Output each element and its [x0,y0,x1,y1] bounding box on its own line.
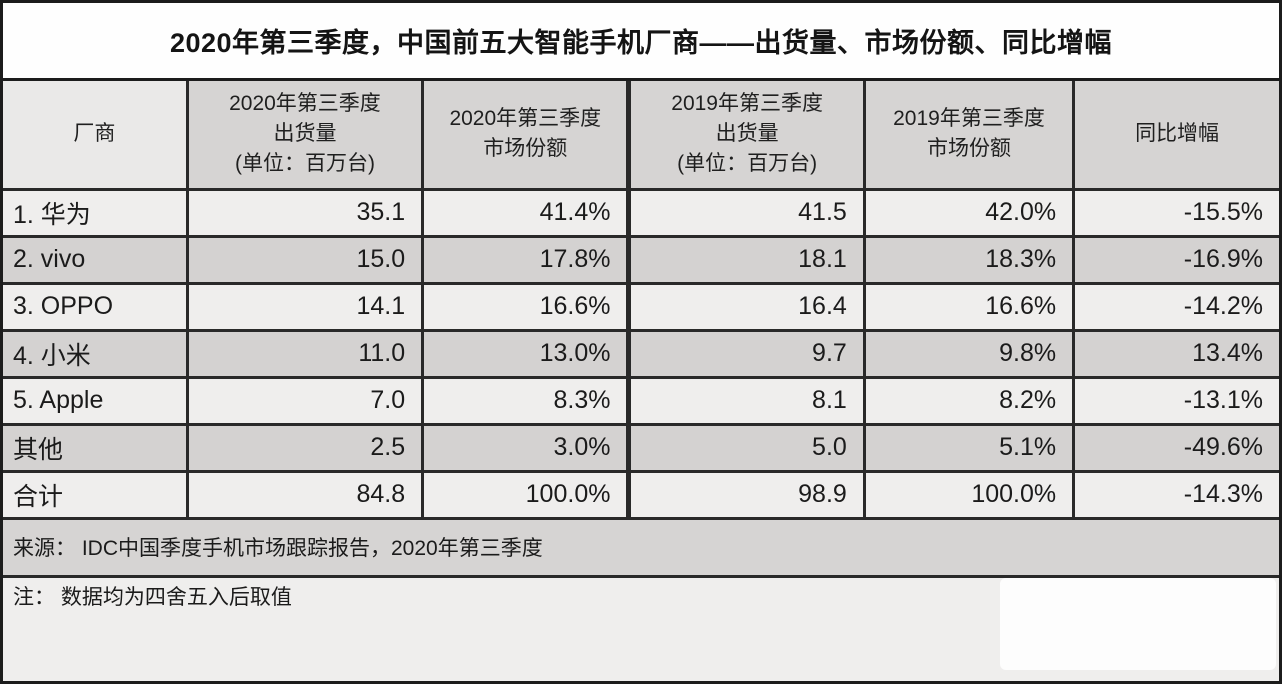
value-cell: -14.3% [1072,469,1279,520]
header-2020-shipments: 2020年第三季度 出货量 (单位：百万台) [185,81,425,191]
value-cell: -16.9% [1072,234,1279,285]
value-cell: 3.0% [421,422,631,473]
source-row: 来源： IDC中国季度手机市场跟踪报告，2020年第三季度 [3,516,1279,578]
value-cell: -49.6% [1072,422,1279,473]
value-cell: 13.0% [421,328,631,379]
value-cell: 18.3% [862,234,1076,285]
value-cell: 7.0 [185,375,425,426]
value-cell: 9.8% [862,328,1076,379]
header-2019-shipments: 2019年第三季度 出货量 (单位：百万台) [626,81,866,191]
value-cell: 16.6% [421,281,631,332]
page-title: 2020年第三季度，中国前五大智能手机厂商——出货量、市场份额、同比增幅 [169,28,1113,58]
vendor-cell: 5. Apple [3,375,189,426]
table-row-total: 合计 84.8 100.0% 98.9 100.0% -14.3% [3,469,1279,520]
value-cell: 17.8% [421,234,631,285]
value-cell: 13.4% [1072,328,1279,379]
vendor-cell: 4. 小米 [3,328,189,379]
value-cell: 41.5 [626,187,866,238]
vendor-market-table: 厂商 2020年第三季度 出货量 (单位：百万台) 2020年第三季度 市场份额… [3,81,1279,614]
header-2019-share: 2019年第三季度 市场份额 [862,81,1076,191]
value-cell: 16.6% [862,281,1076,332]
header-vendor: 厂商 [3,81,189,191]
value-cell: 16.4 [626,281,866,332]
value-cell: 2.5 [185,422,425,473]
value-cell: -13.1% [1072,375,1279,426]
vendor-cell: 合计 [3,469,189,520]
value-cell: 9.7 [626,328,866,379]
table-row-xiaomi: 4. 小米 11.0 13.0% 9.7 9.8% 13.4% [3,328,1279,379]
value-cell: 18.1 [626,234,866,285]
value-cell: 15.0 [185,234,425,285]
value-cell: -14.2% [1072,281,1279,332]
value-cell: 8.3% [421,375,631,426]
value-cell: 84.8 [185,469,425,520]
watermark-cover [1000,578,1276,670]
table-row-huawei: 1. 华为 35.1 41.4% 41.5 42.0% -15.5% [3,187,1279,238]
vendor-cell: 3. OPPO [3,281,189,332]
header-row: 厂商 2020年第三季度 出货量 (单位：百万台) 2020年第三季度 市场份额… [3,81,1279,191]
table-row-others: 其他 2.5 3.0% 5.0 5.1% -49.6% [3,422,1279,473]
table-row-apple: 5. Apple 7.0 8.3% 8.1 8.2% -13.1% [3,375,1279,426]
vendor-cell: 1. 华为 [3,187,189,238]
header-yoy-change: 同比增幅 [1072,81,1279,191]
value-cell: -15.5% [1072,187,1279,238]
value-cell: 5.1% [862,422,1076,473]
value-cell: 41.4% [421,187,631,238]
value-cell: 35.1 [185,187,425,238]
value-cell: 42.0% [862,187,1076,238]
value-cell: 11.0 [185,328,425,379]
value-cell: 14.1 [185,281,425,332]
value-cell: 100.0% [862,469,1076,520]
title-band: 2020年第三季度，中国前五大智能手机厂商——出货量、市场份额、同比增幅 [3,3,1279,81]
value-cell: 100.0% [421,469,631,520]
source-text: 来源： IDC中国季度手机市场跟踪报告，2020年第三季度 [3,516,1279,578]
value-cell: 5.0 [626,422,866,473]
header-2020-share: 2020年第三季度 市场份额 [421,81,631,191]
vendor-cell: 2. vivo [3,234,189,285]
vendor-cell: 其他 [3,422,189,473]
table-row-vivo: 2. vivo 15.0 17.8% 18.1 18.3% -16.9% [3,234,1279,285]
table-row-oppo: 3. OPPO 14.1 16.6% 16.4 16.6% -14.2% [3,281,1279,332]
value-cell: 98.9 [626,469,866,520]
value-cell: 8.2% [862,375,1076,426]
value-cell: 8.1 [626,375,866,426]
